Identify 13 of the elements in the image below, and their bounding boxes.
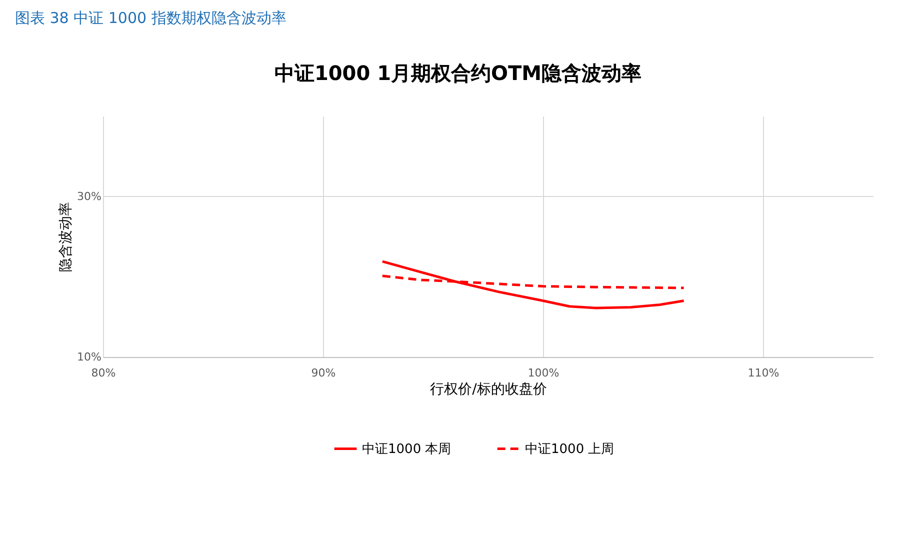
y-tick-label: 30% bbox=[77, 190, 102, 203]
legend-label: 中证1000 本周 bbox=[362, 442, 452, 457]
x-tick-label: 90% bbox=[311, 366, 336, 380]
chart-title: 图表 38 中证 1000 指数期权隐含波动率 bbox=[15, 9, 286, 27]
x-axis-title: 行权价/标的收盘价 bbox=[430, 382, 547, 398]
y-tick-label: 10% bbox=[77, 350, 102, 364]
line-series bbox=[381, 260, 686, 310]
chart-subtitle: 中证1000 1月期权合约OTM隐含波动率 bbox=[274, 61, 642, 85]
x-tick-label: 80% bbox=[91, 366, 116, 380]
x-tick-label: 110% bbox=[748, 366, 780, 380]
legend-label: 中证1000 上周 bbox=[525, 442, 614, 457]
y-axis-title: 隐含波动率 bbox=[58, 202, 74, 272]
x-tick-label: 100% bbox=[528, 366, 560, 380]
